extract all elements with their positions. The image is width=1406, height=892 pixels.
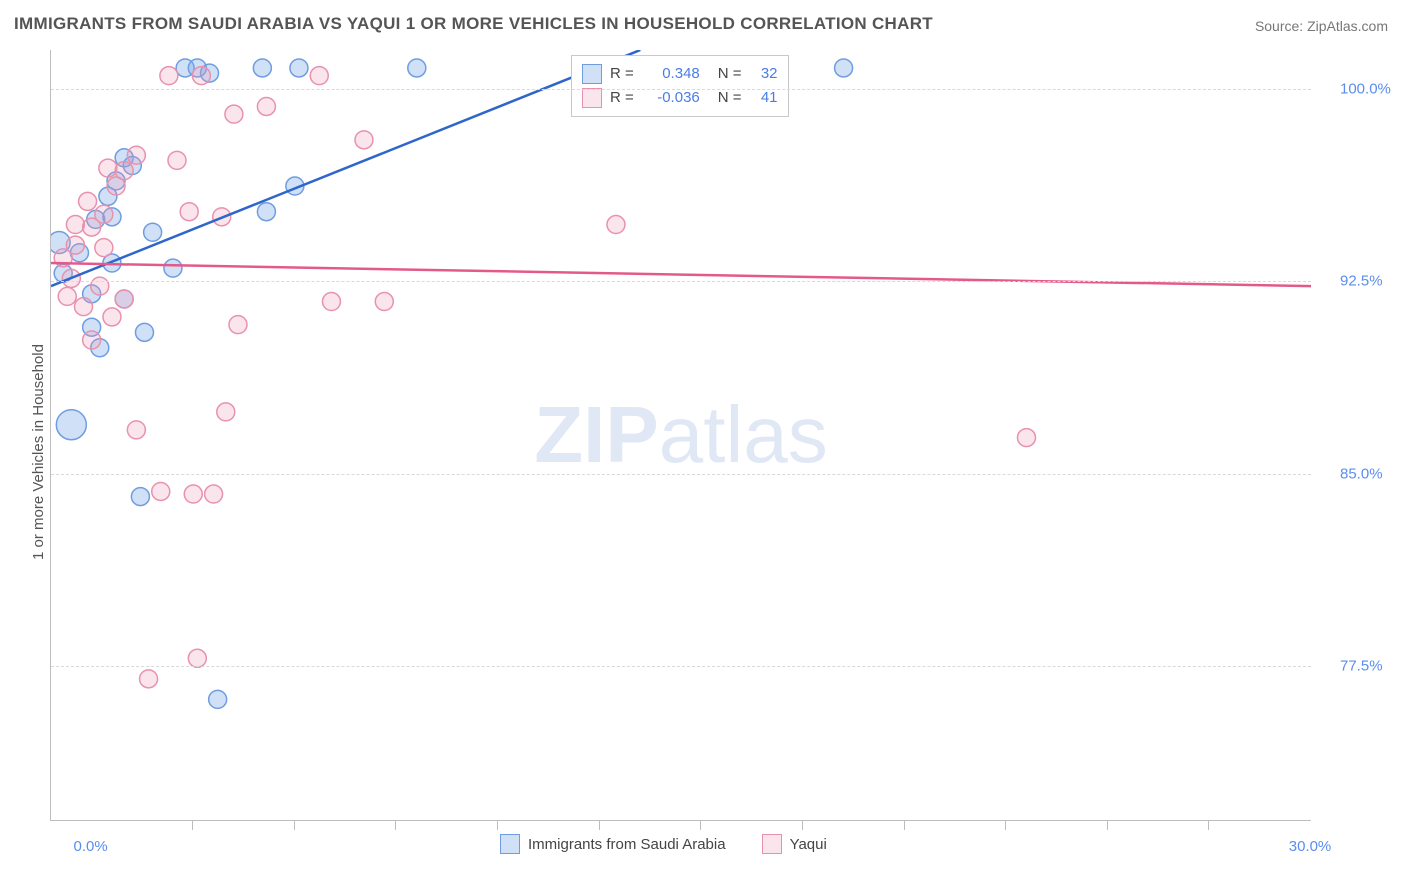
data-point [253,59,271,77]
data-point [66,216,84,234]
data-point [56,410,86,440]
stats-legend: R = 0.348 N = 32 R = -0.036 N = 41 [571,55,789,117]
data-point [91,277,109,295]
data-point [205,485,223,503]
chart-title: IMMIGRANTS FROM SAUDI ARABIA VS YAQUI 1 … [14,14,933,34]
grid-line [51,89,1311,90]
data-point [257,203,275,221]
data-point [1017,429,1035,447]
data-point [83,331,101,349]
n-value: 41 [750,86,778,110]
data-point [180,203,198,221]
data-point [322,293,340,311]
x-tick [192,820,193,830]
stats-row: R = -0.036 N = 41 [582,86,778,110]
data-point [164,259,182,277]
data-point [192,67,210,85]
stats-row: R = 0.348 N = 32 [582,62,778,86]
r-value: -0.036 [642,86,700,110]
data-point [152,482,170,500]
x-tick-label: 0.0% [74,838,108,855]
data-point [225,105,243,123]
data-point [66,236,84,254]
data-point [127,421,145,439]
data-point [355,131,373,149]
r-value: 0.348 [642,62,700,86]
n-label: N = [718,86,742,110]
n-value: 32 [750,62,778,86]
data-point [310,67,328,85]
x-tick [395,820,396,830]
data-point [58,287,76,305]
data-point [127,146,145,164]
scatter-svg [51,50,1311,820]
data-point [115,162,133,180]
series-legend: Immigrants from Saudi Arabia Yaqui [500,834,827,854]
y-tick-label: 92.5% [1340,273,1383,290]
legend-item: Yaqui [762,834,827,854]
data-point [140,670,158,688]
data-point [168,151,186,169]
data-point [79,192,97,210]
data-point [290,59,308,77]
data-point [115,290,133,308]
data-point [375,293,393,311]
legend-swatch [500,834,520,854]
grid-line [51,474,1311,475]
y-tick-label: 77.5% [1340,658,1383,675]
legend-swatch [762,834,782,854]
data-point [131,488,149,506]
data-point [160,67,178,85]
x-tick-label: 30.0% [1289,838,1332,855]
data-point [835,59,853,77]
x-tick [294,820,295,830]
legend-swatch [582,64,602,84]
data-point [95,205,113,223]
data-point [188,649,206,667]
x-tick [1208,820,1209,830]
grid-line [51,281,1311,282]
x-tick [700,820,701,830]
trend-line [51,263,1311,286]
data-point [217,403,235,421]
y-tick-label: 85.0% [1340,465,1383,482]
y-axis-label: 1 or more Vehicles in Household [30,344,47,560]
r-label: R = [610,86,634,110]
data-point [209,690,227,708]
legend-swatch [582,88,602,108]
source-label: Source: ZipAtlas.com [1255,18,1388,34]
x-tick [599,820,600,830]
data-point [103,308,121,326]
data-point [229,316,247,334]
legend-item: Immigrants from Saudi Arabia [500,834,726,854]
data-point [408,59,426,77]
data-point [99,159,117,177]
data-point [144,223,162,241]
n-label: N = [718,62,742,86]
legend-label: Yaqui [790,836,827,853]
correlation-chart: IMMIGRANTS FROM SAUDI ARABIA VS YAQUI 1 … [0,0,1406,892]
grid-line [51,666,1311,667]
data-point [607,216,625,234]
data-point [184,485,202,503]
x-tick [802,820,803,830]
x-tick [904,820,905,830]
plot-area: ZIPatlas R =0.348N =32R =-0.036N =41 [50,50,1311,821]
data-point [95,239,113,257]
data-point [257,97,275,115]
y-tick-label: 100.0% [1340,80,1391,97]
x-tick [497,820,498,830]
legend-label: Immigrants from Saudi Arabia [528,836,726,853]
data-point [135,323,153,341]
x-tick [1107,820,1108,830]
x-tick [1005,820,1006,830]
data-point [75,298,93,316]
r-label: R = [610,62,634,86]
